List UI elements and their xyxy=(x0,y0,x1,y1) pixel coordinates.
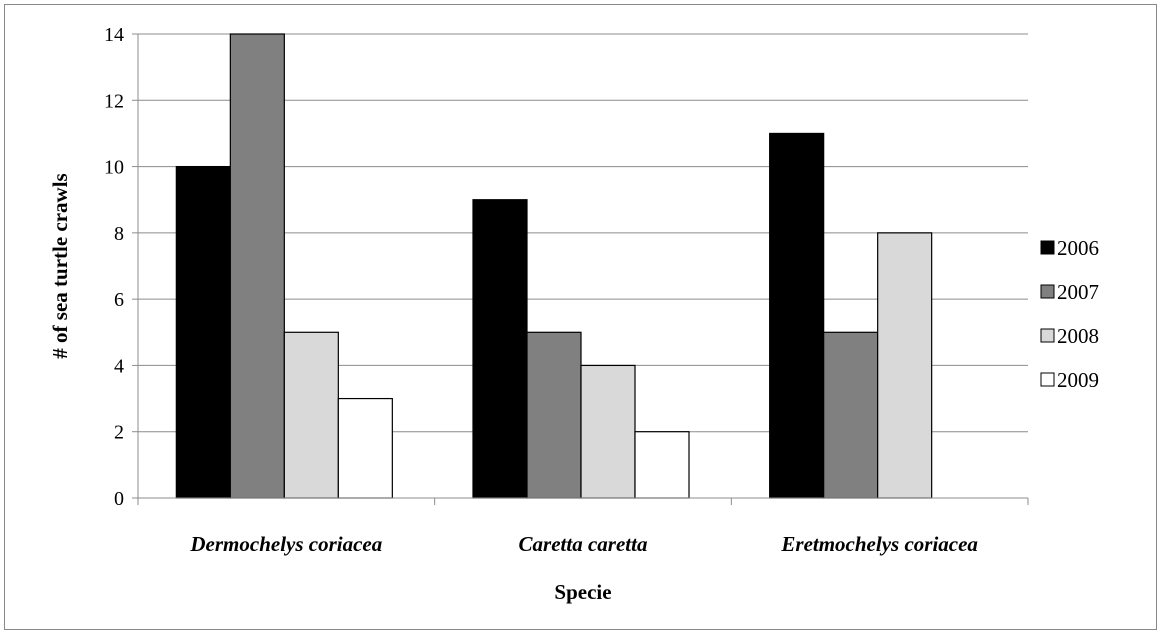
x-category-label: Caretta caretta xyxy=(519,532,648,556)
bar-2006-2 xyxy=(769,132,825,499)
bar-2008-0 xyxy=(283,331,339,499)
y-tick-label: 2 xyxy=(114,422,124,444)
y-tick-label: 14 xyxy=(104,24,124,46)
bar-2009-1 xyxy=(634,431,690,499)
x-axis-title: Specie xyxy=(554,580,611,604)
y-tick-label: 12 xyxy=(104,90,124,112)
y-axis-title: # of sea turtle crawls xyxy=(48,173,72,358)
x-category-label: Dermochelys coriacea xyxy=(189,532,382,556)
legend-swatch-2009 xyxy=(1040,372,1055,387)
axes xyxy=(132,33,1029,505)
legend: 2006 2007 2008 2009 xyxy=(1040,236,1099,392)
legend-label-2009: 2009 xyxy=(1057,368,1099,392)
bar-2009-0 xyxy=(337,397,393,499)
bars xyxy=(175,33,933,499)
y-tick-label: 6 xyxy=(114,289,124,311)
bar-2007-0 xyxy=(229,33,285,499)
bar-2008-2 xyxy=(877,232,933,499)
legend-label-2008: 2008 xyxy=(1057,324,1099,348)
y-tick-label: 4 xyxy=(114,355,124,377)
legend-swatch-2006 xyxy=(1040,240,1055,255)
x-category-label: Eretmochelys coriacea xyxy=(780,532,978,556)
legend-label-2006: 2006 xyxy=(1057,236,1099,260)
y-tick-label: 8 xyxy=(114,223,124,245)
legend-swatch-2007 xyxy=(1040,284,1055,299)
legend-swatch-2008 xyxy=(1040,328,1055,343)
y-tick-label: 10 xyxy=(104,157,124,179)
x-category-labels: Dermochelys coriacea Caretta caretta Eretm… xyxy=(189,532,978,556)
bar-2006-0 xyxy=(175,165,231,499)
bar-2006-1 xyxy=(472,199,528,499)
bar-2007-1 xyxy=(526,331,582,499)
bar-2008-1 xyxy=(580,364,636,499)
y-tick-labels: 0 2 4 6 8 10 12 14 xyxy=(104,24,124,510)
legend-label-2007: 2007 xyxy=(1057,280,1099,304)
y-tick-label: 0 xyxy=(114,488,124,510)
bar-2007-2 xyxy=(823,331,879,499)
